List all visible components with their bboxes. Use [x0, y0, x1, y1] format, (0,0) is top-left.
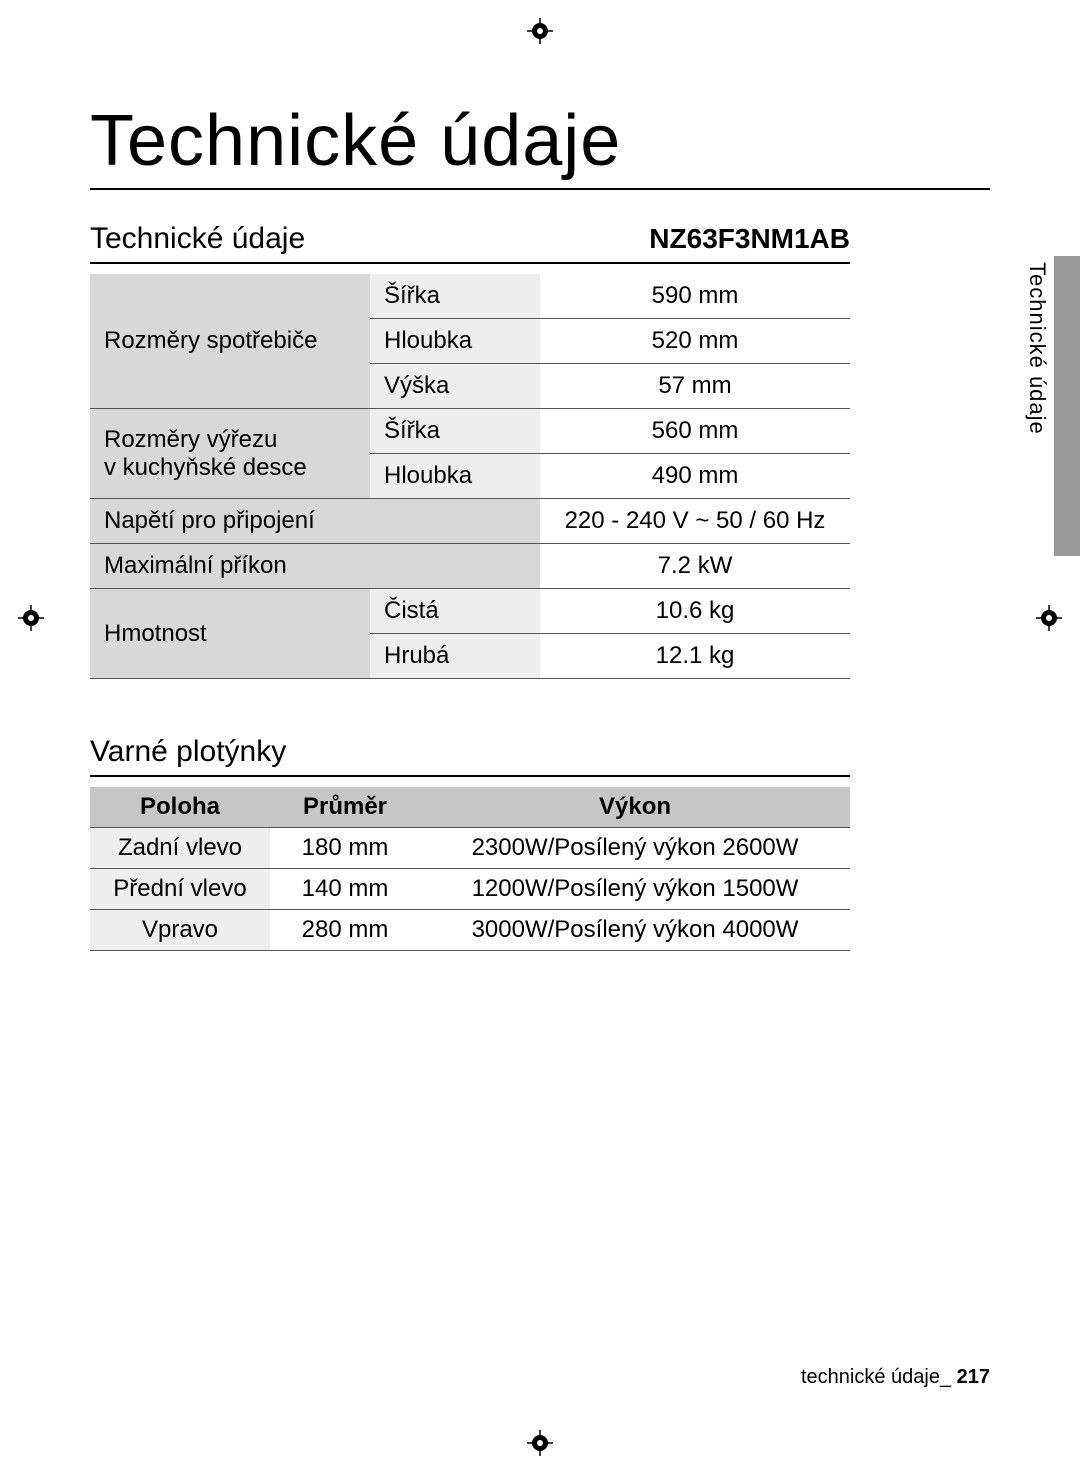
- col-diameter: Průměr: [270, 787, 420, 828]
- height-value: 57 mm: [540, 364, 850, 409]
- depth-value: 520 mm: [540, 319, 850, 364]
- page-footer: technické údaje_ 217: [801, 1366, 990, 1389]
- table-row: Zadní vlevo 180 mm 2300W/Posílený výkon …: [90, 828, 850, 869]
- width-label: Šířka: [370, 274, 540, 319]
- weight-net-value: 10.6 kg: [540, 589, 850, 634]
- side-label: Technické údaje: [1024, 262, 1050, 435]
- cutout-width-value: 560 mm: [540, 409, 850, 454]
- width-value: 590 mm: [540, 274, 850, 319]
- voltage-label: Napětí pro připojení: [90, 499, 540, 544]
- zones-heading: Varné plotýnky: [90, 735, 286, 769]
- page: Technické údaje Technické údaje Technick…: [0, 0, 1080, 1479]
- cutout-label-line2: v kuchyňské desce: [104, 454, 307, 481]
- zone-position: Vpravo: [90, 910, 270, 951]
- cutout-depth-value: 490 mm: [540, 454, 850, 499]
- cutout-dims-label: Rozměry výřezu v kuchyňské desce: [90, 409, 370, 499]
- footer-text: technické údaje_: [801, 1366, 951, 1388]
- page-number: 217: [957, 1366, 990, 1388]
- registration-mark-bottom-icon: [527, 1430, 553, 1461]
- registration-mark-top-icon: [527, 18, 553, 49]
- col-position: Poloha: [90, 787, 270, 828]
- voltage-value: 220 - 240 V ~ 50 / 60 Hz: [540, 499, 850, 544]
- model-number: NZ63F3NM1AB: [649, 223, 850, 255]
- zone-diameter: 180 mm: [270, 828, 420, 869]
- zones-section-header: Varné plotýnky: [90, 735, 850, 777]
- table-row: Napětí pro připojení 220 - 240 V ~ 50 / …: [90, 499, 850, 544]
- weight-gross-label: Hrubá: [370, 634, 540, 679]
- table-row: Přední vlevo 140 mm 1200W/Posílený výkon…: [90, 869, 850, 910]
- zone-position: Přední vlevo: [90, 869, 270, 910]
- max-power-label: Maximální příkon: [90, 544, 540, 589]
- zones-table: Poloha Průměr Výkon Zadní vlevo 180 mm 2…: [90, 787, 850, 951]
- table-row: Hmotnost Čistá 10.6 kg: [90, 589, 850, 634]
- spec-table: Rozměry spotřebiče Šířka 590 mm Hloubka …: [90, 274, 850, 679]
- table-row: Rozměry spotřebiče Šířka 590 mm: [90, 274, 850, 319]
- registration-mark-right-icon: [1036, 605, 1062, 636]
- zone-diameter: 140 mm: [270, 869, 420, 910]
- table-row: Rozměry výřezu v kuchyňské desce Šířka 5…: [90, 409, 850, 454]
- appliance-dims-label: Rozměry spotřebiče: [90, 274, 370, 409]
- zone-diameter: 280 mm: [270, 910, 420, 951]
- zone-power: 1200W/Posílený výkon 1500W: [420, 869, 850, 910]
- weight-label: Hmotnost: [90, 589, 370, 679]
- cutout-depth-label: Hloubka: [370, 454, 540, 499]
- page-title: Technické údaje: [90, 100, 990, 190]
- col-power: Výkon: [420, 787, 850, 828]
- weight-net-label: Čistá: [370, 589, 540, 634]
- table-row: Vpravo 280 mm 3000W/Posílený výkon 4000W: [90, 910, 850, 951]
- table-header-row: Poloha Průměr Výkon: [90, 787, 850, 828]
- spec-section-header: Technické údaje NZ63F3NM1AB: [90, 222, 850, 264]
- table-row: Maximální příkon 7.2 kW: [90, 544, 850, 589]
- spec-heading: Technické údaje: [90, 222, 305, 256]
- cutout-width-label: Šířka: [370, 409, 540, 454]
- zone-power: 2300W/Posílený výkon 2600W: [420, 828, 850, 869]
- weight-gross-value: 12.1 kg: [540, 634, 850, 679]
- height-label: Výška: [370, 364, 540, 409]
- registration-mark-left-icon: [18, 605, 44, 636]
- depth-label: Hloubka: [370, 319, 540, 364]
- cutout-label-line1: Rozměry výřezu: [104, 426, 277, 453]
- side-tab: [1054, 256, 1080, 556]
- max-power-value: 7.2 kW: [540, 544, 850, 589]
- zone-position: Zadní vlevo: [90, 828, 270, 869]
- zone-power: 3000W/Posílený výkon 4000W: [420, 910, 850, 951]
